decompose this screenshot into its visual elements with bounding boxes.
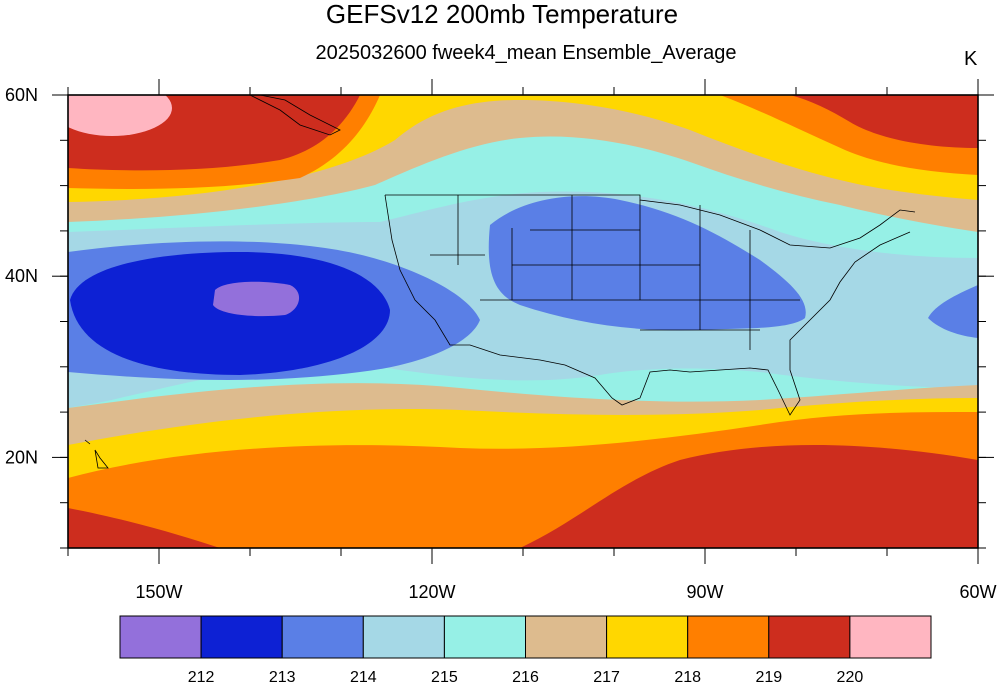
colorbar-swatch [281,615,364,659]
colorbar-swatch [200,615,283,659]
band-south-220 [68,445,978,548]
x-tick-label: 150W [135,582,182,602]
band-north-220 [68,95,978,171]
band-214-east [928,285,978,338]
colorbar-level-label: 218 [674,669,701,684]
colorbar-swatch [849,615,932,659]
figure-title: GEFSv12 200mb Temperature [325,0,679,29]
colorbar-level-label: 219 [755,669,782,684]
axis-tick-labels: 150W 120W 90W 60W 60N 40N 20N [5,85,997,602]
x-tick-label: 90W [686,582,723,602]
colorbar-level-label: 216 [512,669,539,684]
colorbar-swatch [525,615,608,659]
y-tick-label: 60N [5,85,38,105]
units-label: K [964,48,978,70]
colorbar-level-label: 213 [269,669,296,684]
band-213 [70,252,390,375]
colorbar: 212 213 214 215 216 217 218 219 220 [119,615,932,684]
band-north-pink [68,95,172,136]
y-tick-label: 20N [5,447,38,467]
x-tick-label: 60W [959,582,996,602]
coastlines [84,95,916,469]
colorbar-swatch [687,615,770,659]
x-tick-label: 120W [408,582,455,602]
colorbar-swatch [443,615,526,659]
frame-ticks [52,79,994,564]
colorbar-swatch [606,615,689,659]
colorbar-level-label: 217 [593,669,620,684]
colorbar-swatch [362,615,445,659]
band-212 [213,281,300,317]
colorbar-level-label: 214 [350,669,377,684]
colorbar-swatch [768,615,851,659]
colorbar-level-label: 220 [837,669,864,684]
temperature-field [68,95,978,548]
colorbar-level-label: 212 [188,669,215,684]
y-tick-label: 40N [5,266,38,286]
colorbar-swatch [119,615,202,659]
figure-subtitle: 2025032600 fweek4_mean Ensemble_Average [315,42,737,64]
colorbar-level-label: 215 [431,669,458,684]
